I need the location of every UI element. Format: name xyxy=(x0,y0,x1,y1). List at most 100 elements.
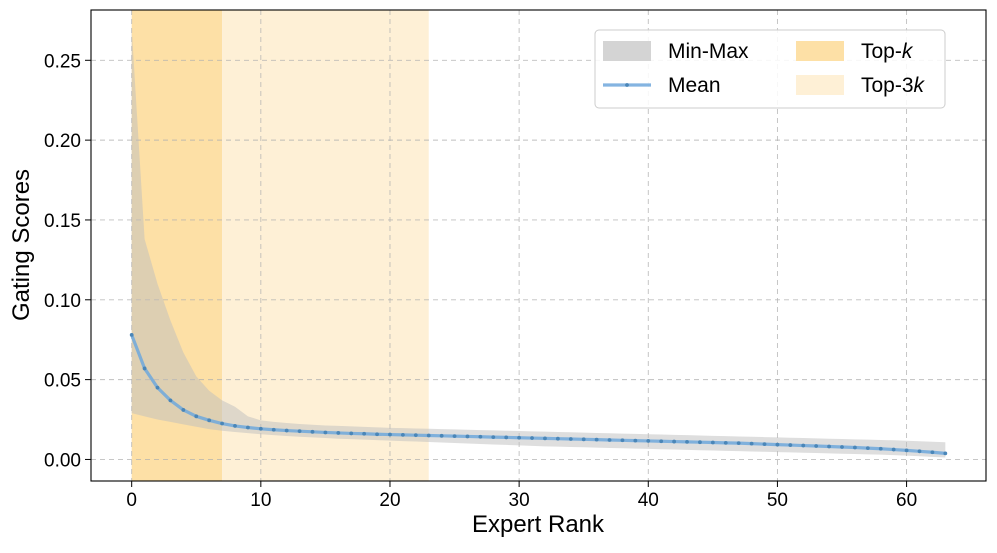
legend-handle-min-max xyxy=(603,41,651,61)
mean-point xyxy=(607,438,612,442)
y-tick-label: 0.25 xyxy=(44,51,81,72)
x-tick-label: 60 xyxy=(896,490,917,511)
mean-point xyxy=(930,450,935,455)
legend-label-min-max: Min-Max xyxy=(668,40,749,63)
mean-point xyxy=(142,366,147,371)
mean-point xyxy=(762,442,767,447)
mean-point xyxy=(207,418,212,423)
mean-point xyxy=(375,432,379,437)
mean-point xyxy=(504,435,509,440)
mean-point xyxy=(323,430,328,435)
legend-label-top-3k: Top-3k xyxy=(861,74,926,97)
x-tick-label: 50 xyxy=(767,490,788,511)
mean-point xyxy=(543,436,547,441)
mean-point xyxy=(620,438,625,443)
x-tick-label: 20 xyxy=(379,490,400,511)
legend-handle-top-k xyxy=(796,41,844,61)
mean-point xyxy=(271,427,276,432)
y-tick-label: 0.00 xyxy=(44,450,81,471)
mean-point xyxy=(400,432,405,437)
plot-border xyxy=(90,9,987,482)
mean-point xyxy=(362,431,367,436)
mean-point xyxy=(439,433,444,438)
mean-point xyxy=(943,451,948,456)
x-tick-label: 0 xyxy=(126,490,137,511)
legend-label-top-k: Top-k xyxy=(861,40,914,63)
mean-point xyxy=(853,445,857,450)
mean-point xyxy=(413,433,418,438)
mean-point xyxy=(749,441,754,446)
axis-ticks: 0 10 20 30 40 50 60 0.00 0.05 0.10 0.15 0.20 0.25 xyxy=(44,51,917,511)
mean-point xyxy=(788,443,793,447)
y-axis-label: Gating Scores xyxy=(8,169,35,321)
mean-point xyxy=(555,436,560,441)
mean-point xyxy=(736,441,741,446)
min-max-band xyxy=(131,28,946,458)
x-axis-label: Expert Rank xyxy=(472,511,605,538)
mean-point xyxy=(710,440,715,445)
mean-point xyxy=(659,439,664,444)
x-tick-label: 40 xyxy=(638,490,659,511)
mean-point xyxy=(258,426,263,431)
mean-point xyxy=(465,434,470,439)
legend: Min-Max Top-k Mean Top-3k xyxy=(594,29,946,109)
mean-point xyxy=(865,446,870,451)
mean-point xyxy=(594,437,599,442)
mean-point xyxy=(530,436,534,440)
mean-point xyxy=(646,439,651,443)
mean-point xyxy=(181,408,186,412)
y-tick-label: 0.05 xyxy=(44,371,81,392)
mean-point xyxy=(581,437,586,442)
legend-handle-top-3k xyxy=(796,75,844,95)
mean-point xyxy=(801,443,806,448)
region-top-3k xyxy=(222,10,429,481)
mean-point xyxy=(491,435,496,439)
mean-point xyxy=(775,442,780,447)
mean-point xyxy=(685,439,689,444)
legend-handle-mean-marker xyxy=(625,83,629,87)
legend-box xyxy=(594,29,946,109)
legend-label-mean: Mean xyxy=(668,74,721,97)
mean-point xyxy=(155,385,160,390)
mean-point xyxy=(220,421,224,426)
mean-point xyxy=(426,433,431,438)
mean-point xyxy=(814,444,819,448)
mean-point xyxy=(891,447,896,452)
mean-point xyxy=(388,432,392,437)
highlight-regions xyxy=(131,10,429,481)
mean-point xyxy=(297,429,302,434)
mean-point xyxy=(840,445,844,449)
x-tick-label: 30 xyxy=(509,490,530,511)
mean-point xyxy=(233,424,237,428)
mean-point xyxy=(698,440,702,445)
mean-point xyxy=(284,428,289,433)
mean-point xyxy=(452,434,457,439)
y-tick-label: 0.15 xyxy=(44,211,81,232)
y-tick-label: 0.10 xyxy=(44,291,81,312)
mean-point xyxy=(917,449,922,454)
mean-point xyxy=(129,333,134,337)
mean-point xyxy=(310,429,315,434)
mean-point xyxy=(633,438,638,443)
mean-point xyxy=(723,440,728,445)
mean-point xyxy=(672,439,677,444)
mean-point xyxy=(827,444,831,449)
mean-point xyxy=(168,398,173,403)
x-tick-label: 10 xyxy=(250,490,271,511)
mean-point xyxy=(568,437,573,441)
mean-line xyxy=(130,333,947,455)
min-max-band-layer xyxy=(131,28,946,458)
mean-point xyxy=(517,435,522,440)
mean-point xyxy=(336,431,341,435)
mean-point xyxy=(194,414,199,419)
mean-point xyxy=(246,425,250,430)
mean-point xyxy=(349,431,354,436)
plot-frame xyxy=(90,9,987,482)
mean-point xyxy=(904,448,909,453)
y-tick-label: 0.20 xyxy=(44,131,81,152)
mean-line-layer xyxy=(129,333,948,456)
mean-point xyxy=(478,434,483,439)
mean-point xyxy=(878,446,883,451)
